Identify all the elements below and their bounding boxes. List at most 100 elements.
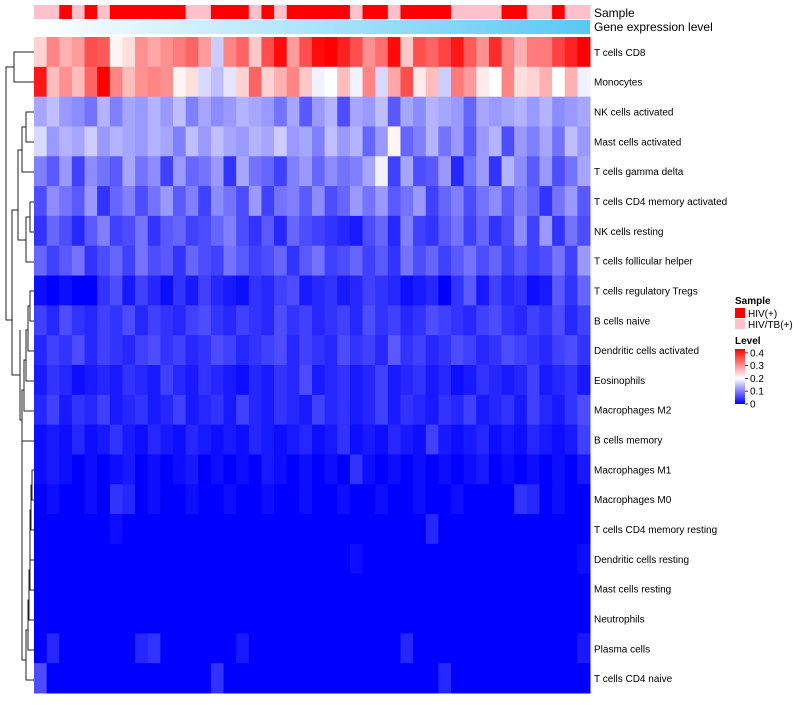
heatmap-cell (97, 484, 111, 515)
row-dendrogram (5, 51, 34, 681)
heatmap-cell (198, 96, 212, 127)
heatmap-cell (463, 514, 477, 545)
heatmap-cell (122, 275, 136, 306)
heatmap-cell (564, 186, 578, 217)
heatmap-cell (564, 37, 578, 68)
heatmap-cell (463, 543, 477, 575)
heatmap-cell (109, 66, 123, 98)
heatmap-cell (274, 215, 288, 247)
heatmap-cell (400, 186, 414, 217)
heatmap-cell (135, 633, 149, 664)
heatmap-cell (324, 66, 338, 98)
row-label: T cells CD4 memory resting (594, 525, 717, 536)
heatmap-cell (337, 484, 351, 515)
sample-annotation-cell (248, 5, 262, 19)
heatmap-cell (387, 215, 401, 247)
heatmap-cell (173, 633, 187, 664)
heatmap-cell (577, 37, 591, 68)
heatmap-cell (463, 365, 477, 396)
heatmap-cell (526, 394, 540, 426)
heatmap-cell (387, 603, 401, 634)
heatmap-cell (160, 66, 174, 98)
heatmap-cell (185, 394, 199, 426)
heatmap-cell (223, 215, 237, 247)
heatmap-cell (400, 335, 414, 366)
heatmap-cell (261, 37, 275, 68)
heatmap-cell (324, 454, 338, 485)
heatmap-cell (135, 335, 149, 366)
heatmap-cell (59, 365, 73, 396)
heatmap-cell (577, 335, 591, 366)
heatmap-cell (147, 215, 161, 247)
heatmap-cell (46, 215, 60, 247)
heatmap-cell (160, 275, 174, 306)
heatmap-cell (514, 573, 528, 605)
heatmap-cell (400, 394, 414, 426)
heatmap-cell (97, 424, 111, 455)
heatmap-cell (514, 215, 528, 247)
heatmap-cell (248, 603, 262, 634)
heatmap-cell (34, 245, 48, 277)
heatmap-cell (210, 215, 225, 247)
heatmap-cell (223, 245, 237, 277)
level-tick-label: 0.2 (750, 374, 764, 385)
heatmap-cell (488, 186, 503, 217)
heatmap-cell (425, 663, 439, 694)
heatmap-cell (46, 633, 60, 664)
row-label: T cells CD4 naive (594, 674, 673, 685)
sample-annotation-cell (236, 5, 250, 19)
heatmap-cell (286, 573, 300, 605)
dendrogram-branch (11, 180, 34, 320)
heatmap-cell (337, 215, 351, 247)
heatmap-cell (387, 365, 401, 396)
heatmap-cell (135, 37, 149, 68)
heatmap-cell (488, 215, 503, 247)
heatmap-cell (122, 484, 136, 515)
heatmap-cell (135, 275, 149, 306)
heatmap-cell (324, 245, 338, 277)
heatmap-cell (349, 424, 364, 455)
heatmap-cell (286, 603, 300, 634)
heatmap-cell (514, 96, 528, 127)
heatmap-cell (236, 245, 250, 277)
heatmap-cell (501, 543, 515, 575)
heatmap-cell (210, 603, 225, 634)
heatmap-cell (539, 573, 553, 605)
heatmap-cell (526, 573, 540, 605)
heatmap-cell (173, 96, 187, 127)
heatmap-cell (59, 454, 73, 485)
heatmap-cell (387, 573, 401, 605)
heatmap-cell (261, 156, 275, 187)
heatmap-cell (526, 156, 540, 187)
heatmap-cell (135, 543, 149, 575)
heatmap-cell (349, 66, 364, 98)
heatmap-cell (463, 156, 477, 187)
heatmap-cell (476, 335, 490, 366)
heatmap-cell (526, 215, 540, 247)
heatmap-cell (185, 424, 199, 455)
heatmap-cell (526, 37, 540, 68)
heatmap-cell (97, 663, 111, 694)
heatmap-cell (286, 543, 300, 575)
heatmap-cell (147, 543, 161, 575)
heatmap-cell (198, 424, 212, 455)
heatmap-cell (324, 215, 338, 247)
heatmap-cell (425, 484, 439, 515)
heatmap-cell (324, 603, 338, 634)
sample-annotation-cell (539, 5, 553, 19)
heatmap-cell (526, 424, 540, 455)
heatmap-cell (476, 156, 490, 187)
heatmap-cell (324, 275, 338, 306)
heatmap-cell (501, 66, 515, 98)
heatmap-cell (425, 335, 439, 366)
heatmap-cell (248, 37, 262, 68)
heatmap-cell (501, 305, 515, 336)
heatmap-cell (236, 66, 250, 98)
heatmap-cell (564, 275, 578, 306)
heatmap-cell (59, 335, 73, 366)
heatmap-cell (59, 275, 73, 306)
heatmap-cell (312, 573, 326, 605)
heatmap-cell (236, 603, 250, 634)
heatmap-cell (59, 514, 73, 545)
heatmap-cell (299, 633, 313, 664)
